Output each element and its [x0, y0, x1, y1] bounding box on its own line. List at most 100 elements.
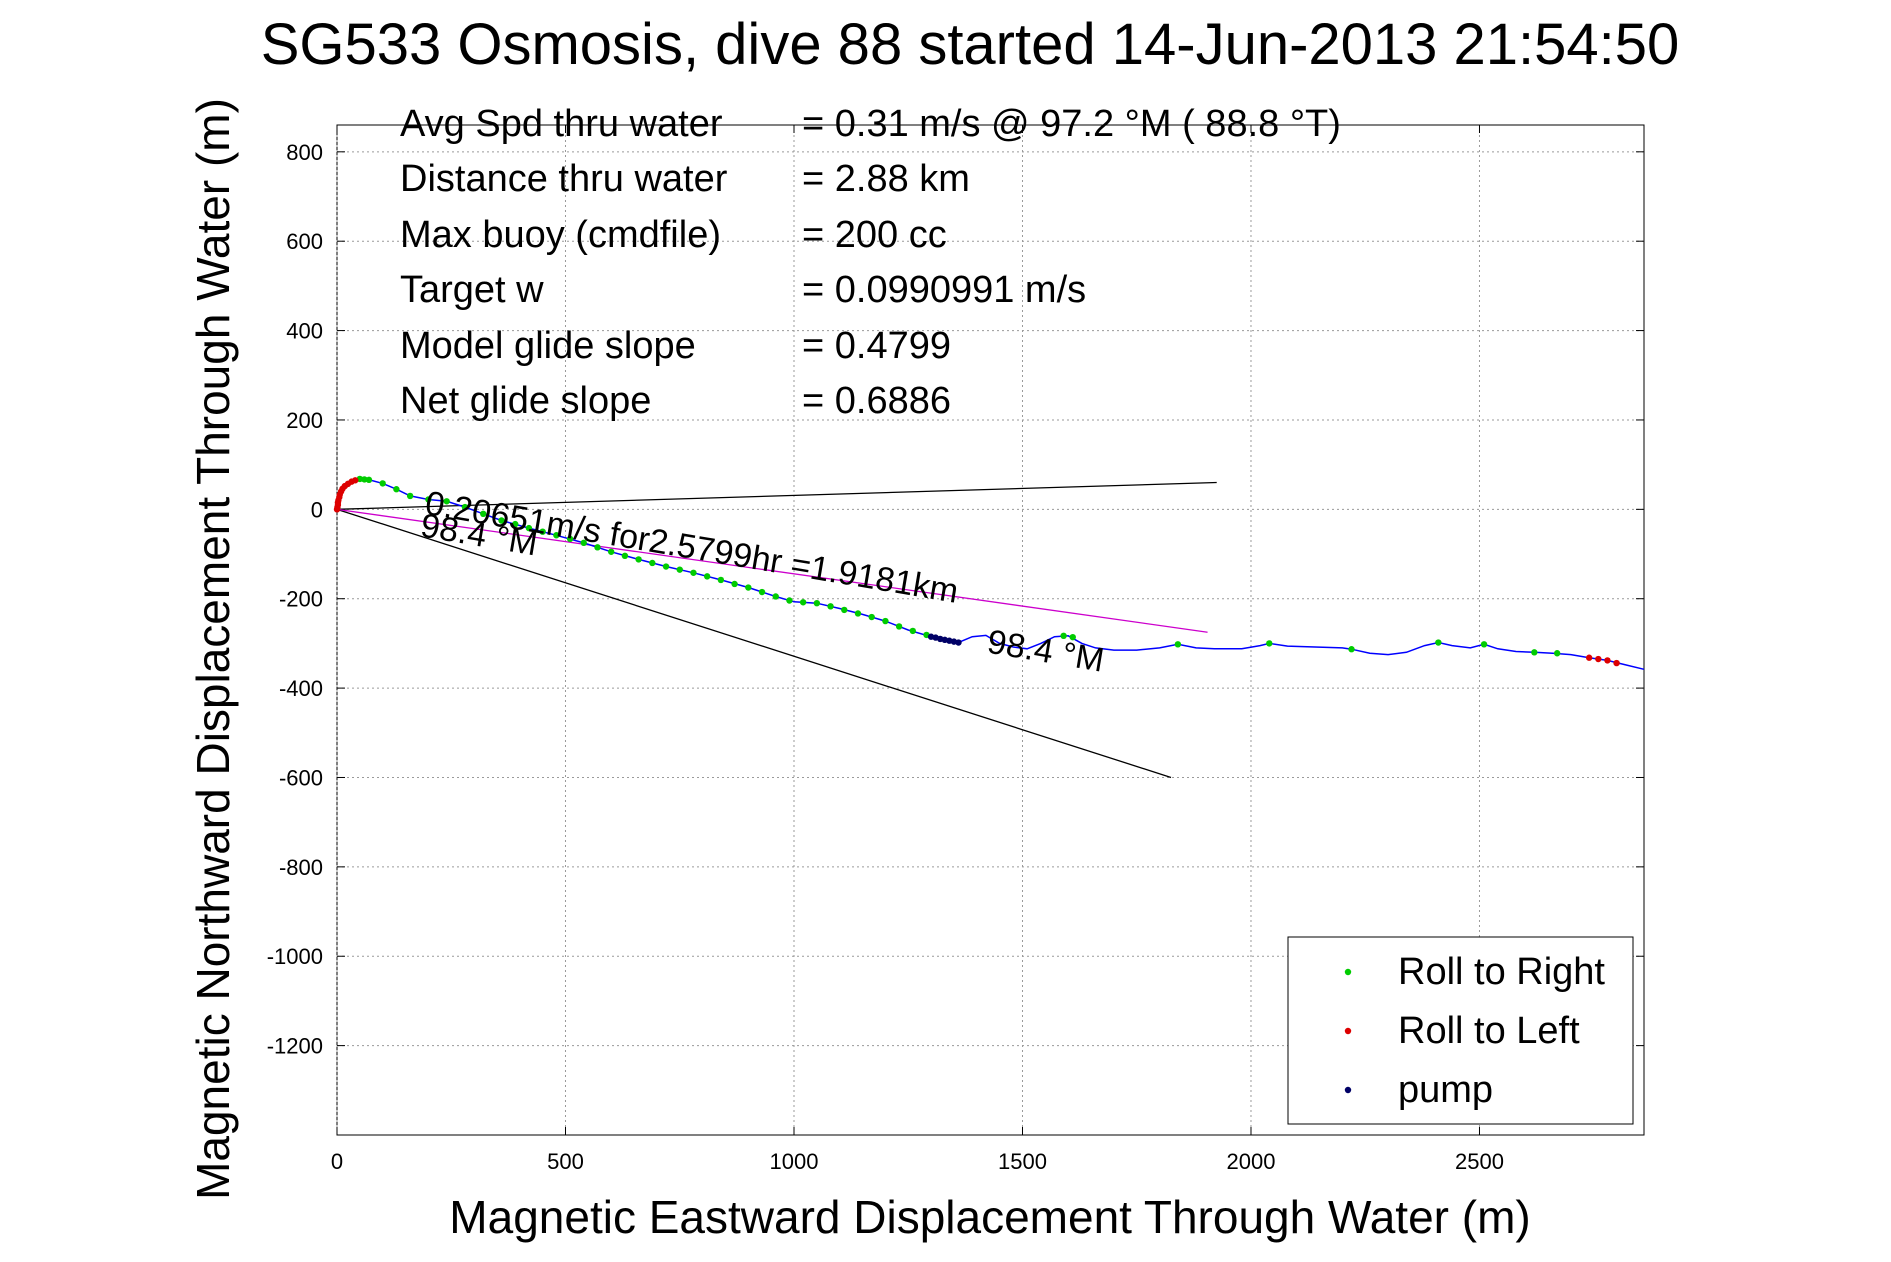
point-roll-to-right [365, 476, 373, 484]
chart-title: SG533 Osmosis, dive 88 started 14-Jun-20… [261, 12, 1680, 77]
point-roll-to-right [868, 613, 875, 621]
stat-label: Model glide slope [400, 325, 696, 367]
x-tick-label: 1500 [998, 1149, 1047, 1174]
point-roll-to-right [854, 610, 862, 617]
current-line [336, 508, 1208, 633]
point-roll-to-right [512, 520, 519, 528]
series-roll-to-right [356, 475, 1561, 657]
point-roll-to-right [621, 552, 629, 560]
point-roll-to-right [1480, 641, 1488, 648]
stat-value: = 0.6886 [802, 380, 951, 422]
point-roll-to-right [635, 556, 642, 563]
point-roll-to-right [813, 599, 821, 607]
stat-label: Net glide slope [400, 380, 651, 422]
x-tick-label: 2000 [1227, 1149, 1276, 1174]
y-tick-label: -800 [279, 855, 323, 880]
y-tick-label: -200 [279, 587, 323, 612]
legend: Roll to Right Roll to Left pump [1287, 936, 1634, 1125]
point-roll-to-right [690, 569, 697, 576]
grid-lines [336, 125, 1644, 1135]
stat-label: Target w [400, 269, 544, 311]
point-roll-to-right [662, 563, 670, 570]
x-tick-label: 0 [331, 1149, 343, 1174]
point-roll-to-right [566, 535, 574, 543]
point-roll-to-right [379, 480, 386, 487]
point-roll-to-right [1553, 650, 1561, 657]
point-roll-to-right [1531, 649, 1538, 656]
point-roll-to-right [882, 617, 889, 625]
point-roll-to-right [461, 503, 469, 511]
point-roll-to-right [406, 492, 414, 500]
stat-label: Distance thru water [400, 158, 728, 200]
point-roll-to-right [425, 496, 432, 503]
legend-label-roll-to-right: Roll to Right [1398, 951, 1605, 993]
legend-entries: Roll to Right Roll to Left pump [1344, 951, 1605, 1111]
point-roll-to-right [480, 510, 487, 518]
stat-value: = 0.4799 [802, 325, 951, 367]
stat-value: = 0.0990991 m/s [802, 269, 1086, 311]
heading-line-lower [336, 508, 1172, 779]
legend-marker-pump [1344, 1086, 1352, 1094]
point-roll-to-right [594, 544, 601, 551]
point-roll-to-right [580, 539, 587, 547]
point-roll-to-right [895, 623, 903, 630]
point-roll-to-right [745, 584, 752, 591]
point-roll-to-left [1613, 659, 1620, 667]
point-roll-to-right [539, 528, 546, 535]
point-roll-to-right [731, 580, 738, 588]
point-roll-to-left [1604, 657, 1611, 664]
x-tick-label: 500 [547, 1149, 584, 1174]
point-roll-to-right [553, 532, 560, 539]
point-roll-to-right [607, 548, 615, 555]
stat-label: Avg Spd thru water [400, 103, 723, 145]
heading-line-upper [336, 481, 1217, 510]
series-roll-to-left [333, 477, 1620, 667]
point-roll-to-right [703, 573, 711, 580]
point-roll-to-right [717, 576, 725, 584]
y-tick-label: 600 [286, 229, 323, 254]
axis-ticks: 0 500 1000 1500 2000 25008006004002000-200-40… [267, 125, 1644, 1174]
y-axis-label: Magnetic Northward Displacement Through … [187, 98, 239, 1200]
point-roll-to-right [772, 593, 779, 600]
point-roll-to-right [799, 599, 807, 606]
point-roll-to-right [676, 566, 683, 573]
y-tick-label: -1000 [267, 944, 323, 969]
y-tick-label: 800 [286, 140, 323, 165]
x-tick-label: 1000 [770, 1149, 819, 1174]
y-tick-label: 200 [286, 408, 323, 433]
point-roll-to-right [827, 603, 834, 610]
point-roll-to-right [443, 498, 450, 505]
x-axis-label: Magnetic Eastward Displacement Through W… [449, 1191, 1530, 1243]
point-roll-to-right [1069, 633, 1076, 641]
point-roll-to-right [1266, 640, 1273, 647]
point-roll-to-right [909, 627, 917, 635]
stat-value: = 0.31 m/s @ 97.2 °M ( 88.8 °T) [802, 103, 1341, 145]
point-roll-to-left [352, 477, 359, 484]
point-roll-to-right [498, 517, 505, 524]
stat-value: = 2.88 km [802, 158, 970, 200]
point-pump [955, 639, 962, 646]
series-markers [333, 475, 1620, 667]
y-tick-label: 400 [286, 319, 323, 344]
y-tick-label: 0 [311, 497, 323, 522]
dive-statistics: Avg Spd thru water = 0.31 m/s @ 97.2 °M (… [400, 103, 1341, 422]
legend-marker-roll-to-left [1344, 1027, 1352, 1035]
reference-lines [336, 481, 1217, 779]
point-roll-to-right [649, 559, 656, 567]
legend-marker-roll-to-right [1344, 968, 1352, 976]
stat-label: Max buoy (cmdfile) [400, 214, 721, 256]
point-roll-to-right [1174, 641, 1182, 648]
point-roll-to-right [1348, 646, 1355, 653]
y-tick-label: -400 [279, 676, 323, 701]
point-roll-to-right [1435, 639, 1442, 646]
point-roll-to-right [758, 588, 766, 596]
point-roll-to-right [1060, 632, 1067, 640]
point-roll-to-right [786, 597, 793, 604]
y-tick-label: -600 [279, 765, 323, 790]
point-roll-to-right [841, 606, 848, 614]
legend-label-pump: pump [1398, 1069, 1493, 1111]
point-roll-to-right [525, 524, 533, 532]
legend-label-roll-to-left: Roll to Left [1398, 1010, 1580, 1052]
stat-value: = 200 cc [802, 214, 947, 256]
